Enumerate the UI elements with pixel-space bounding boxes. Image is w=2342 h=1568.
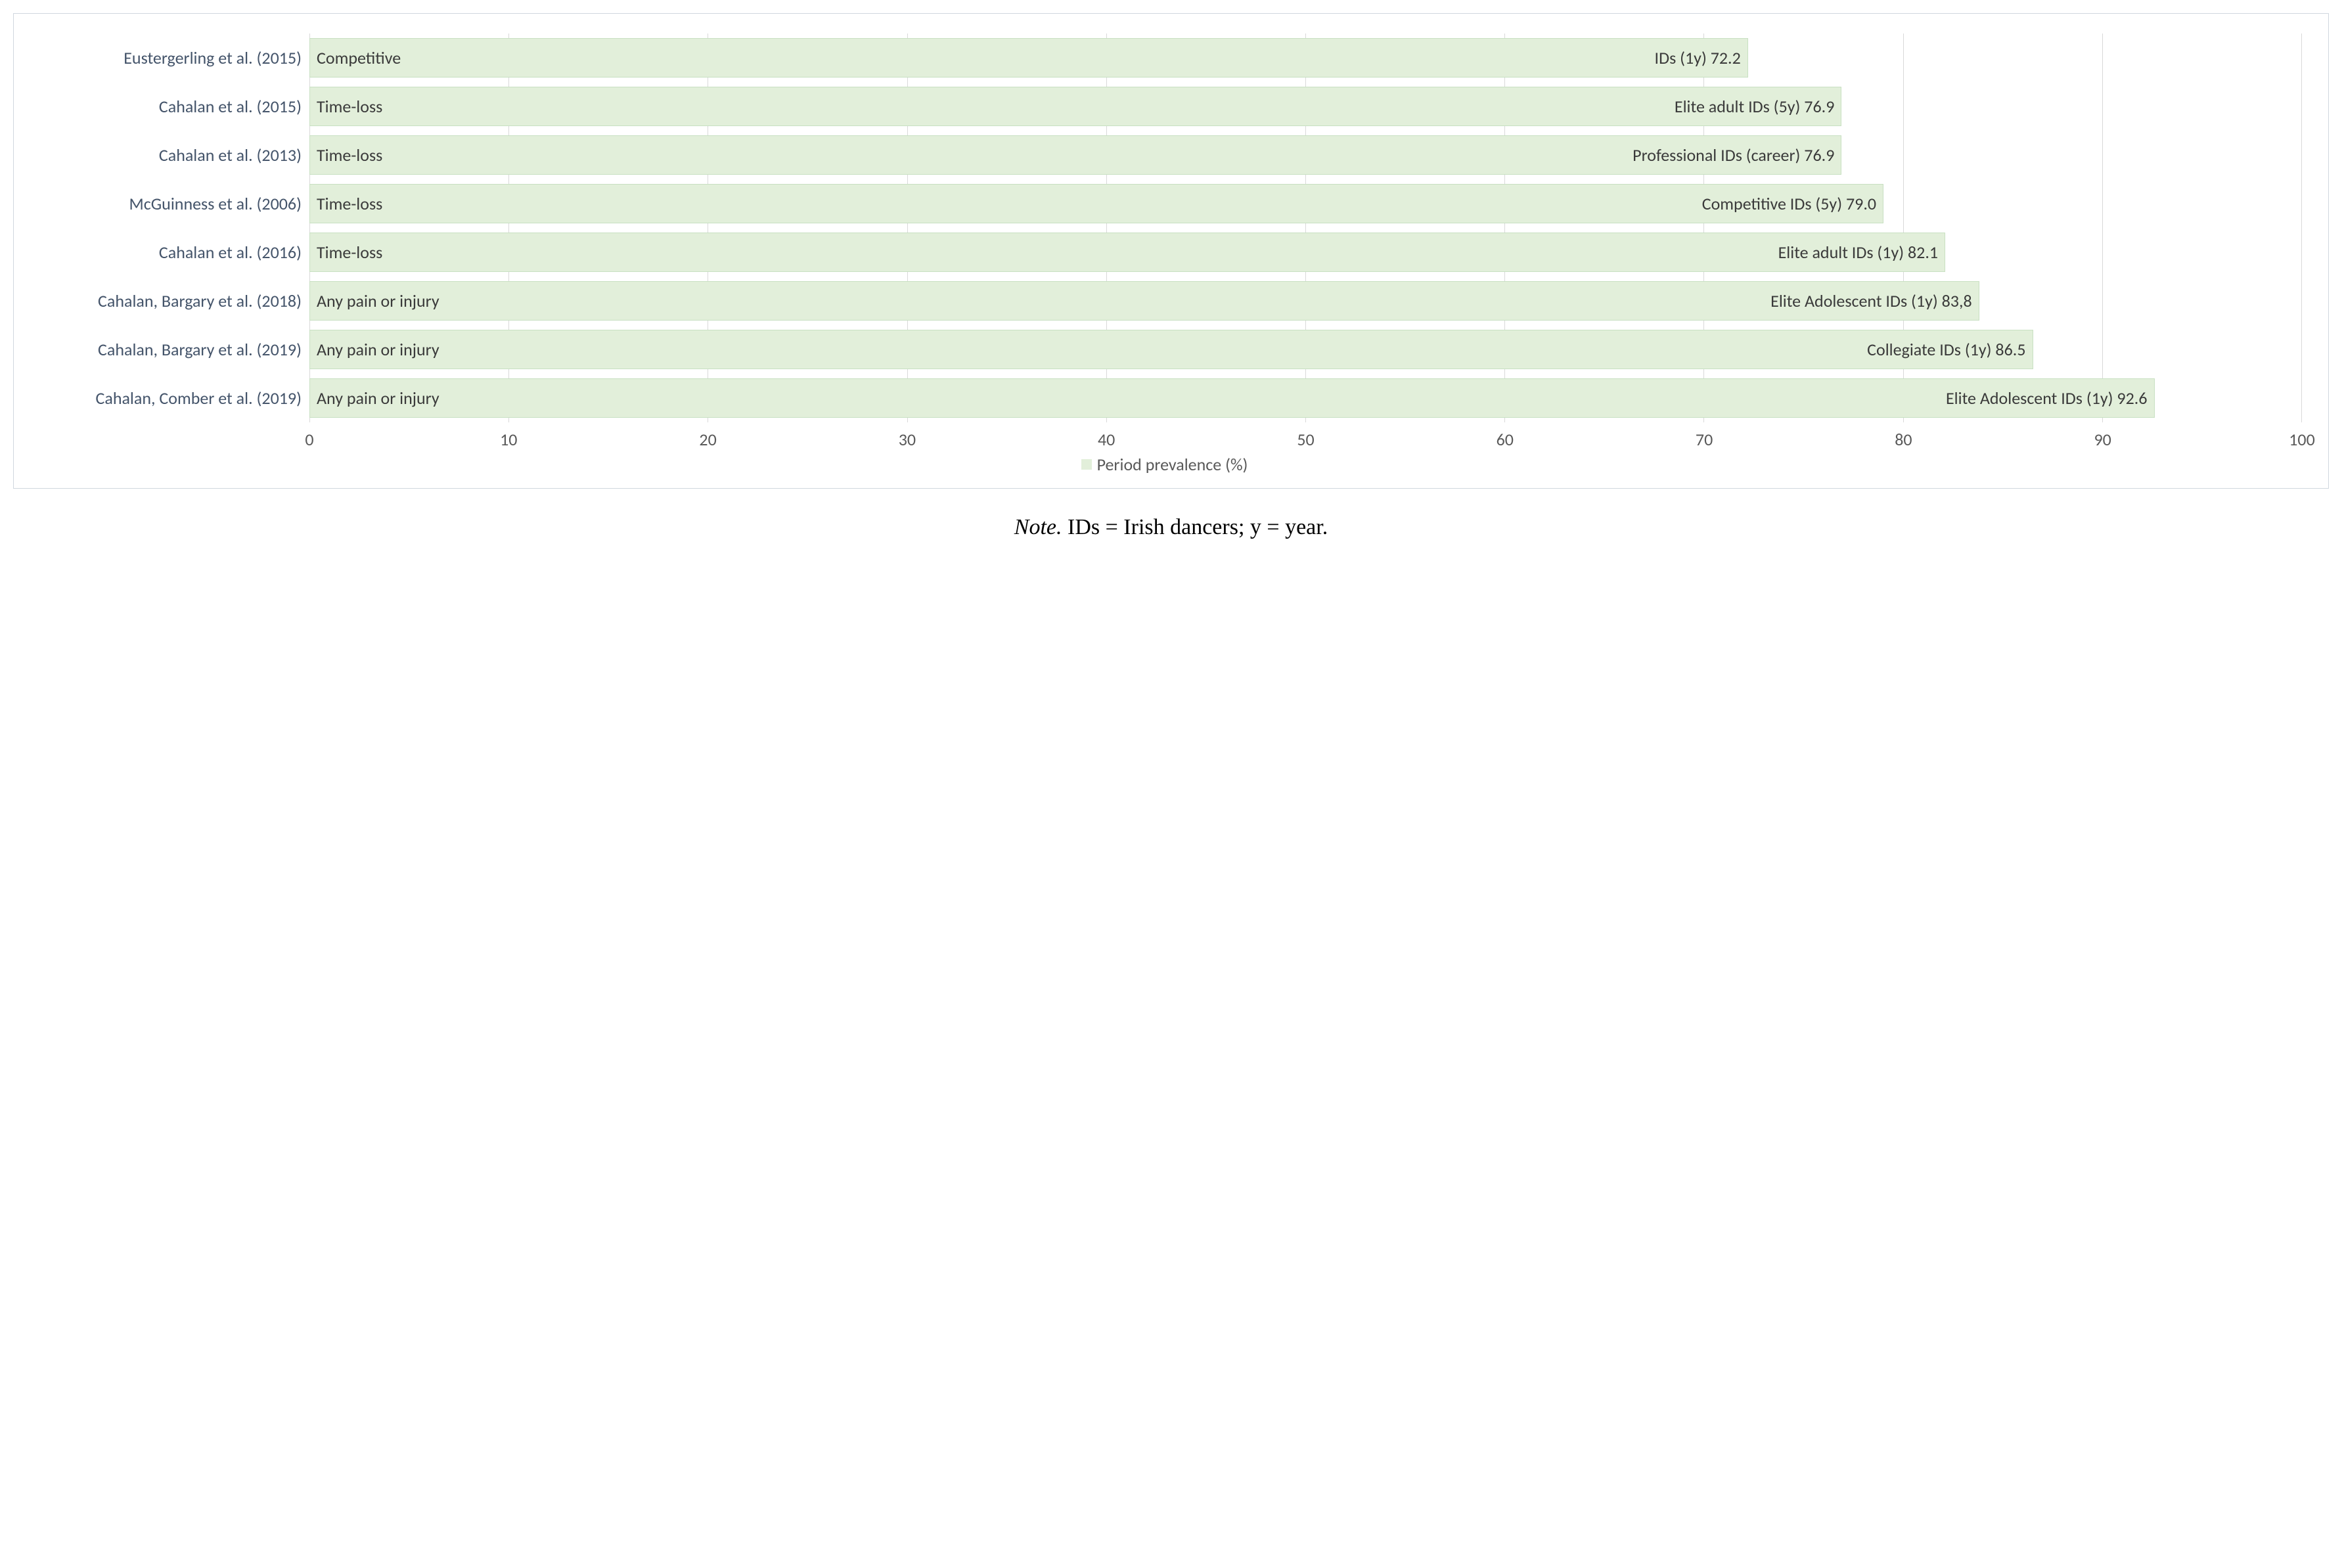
y-axis-labels: Eustergerling et al. (2015)Cahalan et al… <box>27 34 309 422</box>
x-axis-tick: 40 <box>1098 429 1115 450</box>
bar-definition-label: Time-loss <box>317 96 382 117</box>
chart-body: Eustergerling et al. (2015)Cahalan et al… <box>27 34 2302 475</box>
bar-definition-label: Any pain or injury <box>317 388 439 409</box>
bar-detail-label: Collegiate IDs (1y) 86.5 <box>1867 339 2025 360</box>
x-axis-tick: 50 <box>1297 429 1314 450</box>
bar-detail-label: Elite adult IDs (1y) 82.1 <box>1778 242 1938 263</box>
bar-detail-label: Elite Adolescent IDs (1y) 92.6 <box>1946 388 2148 409</box>
y-axis-label: Cahalan et al. (2016) <box>159 228 302 277</box>
legend-swatch <box>1081 459 1092 470</box>
bar-detail-label: Elite adult IDs (5y) 76.9 <box>1675 96 1834 117</box>
plot-area: Competitive IDs (1y) 72.2 Time-loss Elite a… <box>309 34 2302 422</box>
footnote-text: IDs = Irish dancers; y = year. <box>1062 515 1328 539</box>
chart-container: Eustergerling et al. (2015)Cahalan et al… <box>13 13 2329 489</box>
bar-row: Time-loss Professional IDs (career) 76.9 <box>309 131 2302 179</box>
x-axis-tick: 0 <box>305 429 313 450</box>
bar: Any pain or injury Elite Adolescent IDs (… <box>309 281 1979 321</box>
bar-row: Any pain or injury Collegiate IDs (1y) 86… <box>309 325 2302 374</box>
bar-row: Competitive IDs (1y) 72.2 <box>309 34 2302 82</box>
y-axis-label: McGuinness et al. (2006) <box>129 179 302 228</box>
footnote: Note. IDs = Irish dancers; y = year. <box>13 515 2329 540</box>
x-axis-tick: 80 <box>1895 429 1912 450</box>
bar-definition-label: Time-loss <box>317 145 382 166</box>
bar-detail-label: Competitive IDs (5y) 79.0 <box>1702 193 1876 214</box>
bar-row: Any pain or injury Elite Adolescent IDs (… <box>309 374 2302 422</box>
bar-definition-label: Any pain or injury <box>317 339 439 360</box>
y-axis-label: Cahalan et al. (2015) <box>159 82 302 131</box>
bar-row: Any pain or injury Elite Adolescent IDs (… <box>309 277 2302 325</box>
bar-row: Time-loss Competitive IDs (5y) 79.0 <box>309 179 2302 228</box>
x-axis-ticks: 0102030405060708090100 <box>309 426 2302 445</box>
bar: Time-loss Professional IDs (career) 76.9 <box>309 135 1841 175</box>
bar-definition-label: Time-loss <box>317 193 382 214</box>
x-axis-tick: 60 <box>1497 429 1514 450</box>
bar: Any pain or injury Elite Adolescent IDs (… <box>309 378 2155 418</box>
bar: Time-loss Elite adult IDs (5y) 76.9 <box>309 87 1841 127</box>
bar-detail-label: Elite Adolescent IDs (1y) 83,8 <box>1770 290 1972 311</box>
x-axis-tick: 70 <box>1696 429 1713 450</box>
x-axis: 0102030405060708090100 <box>27 426 2302 445</box>
y-axis-label: Cahalan, Bargary et al. (2019) <box>98 325 302 374</box>
legend-label: Period prevalence (%) <box>1097 454 1248 475</box>
x-axis-tick: 30 <box>899 429 916 450</box>
bar: Time-loss Competitive IDs (5y) 79.0 <box>309 184 1883 224</box>
bar: Time-loss Elite adult IDs (1y) 82.1 <box>309 233 1945 273</box>
bar-row: Time-loss Elite adult IDs (1y) 82.1 <box>309 228 2302 277</box>
x-axis-tick: 100 <box>2289 429 2315 450</box>
bars-group: Competitive IDs (1y) 72.2 Time-loss Elite a… <box>309 34 2302 422</box>
bar: Competitive IDs (1y) 72.2 <box>309 38 1748 78</box>
bar-definition-label: Competitive <box>317 47 401 68</box>
x-axis-tick: 20 <box>699 429 716 450</box>
bar-definition-label: Any pain or injury <box>317 290 439 311</box>
y-axis-label: Cahalan, Comber et al. (2019) <box>96 374 302 422</box>
y-axis-label: Eustergerling et al. (2015) <box>124 34 302 82</box>
bar: Any pain or injury Collegiate IDs (1y) 86… <box>309 330 2033 370</box>
y-axis-label: Cahalan, Bargary et al. (2018) <box>98 277 302 325</box>
x-axis-tick: 90 <box>2094 429 2111 450</box>
x-axis-tick: 10 <box>500 429 517 450</box>
bar-row: Time-loss Elite adult IDs (5y) 76.9 <box>309 82 2302 131</box>
x-axis-spacer <box>27 426 309 445</box>
y-axis-label: Cahalan et al. (2013) <box>159 131 302 179</box>
bar-detail-label: Professional IDs (career) 76.9 <box>1633 145 1834 166</box>
legend: Period prevalence (%) <box>27 454 2302 475</box>
bar-detail-label: IDs (1y) 72.2 <box>1655 47 1741 68</box>
footnote-prefix: Note. <box>1014 515 1062 539</box>
bar-definition-label: Time-loss <box>317 242 382 263</box>
plot-rows-area: Eustergerling et al. (2015)Cahalan et al… <box>27 34 2302 422</box>
